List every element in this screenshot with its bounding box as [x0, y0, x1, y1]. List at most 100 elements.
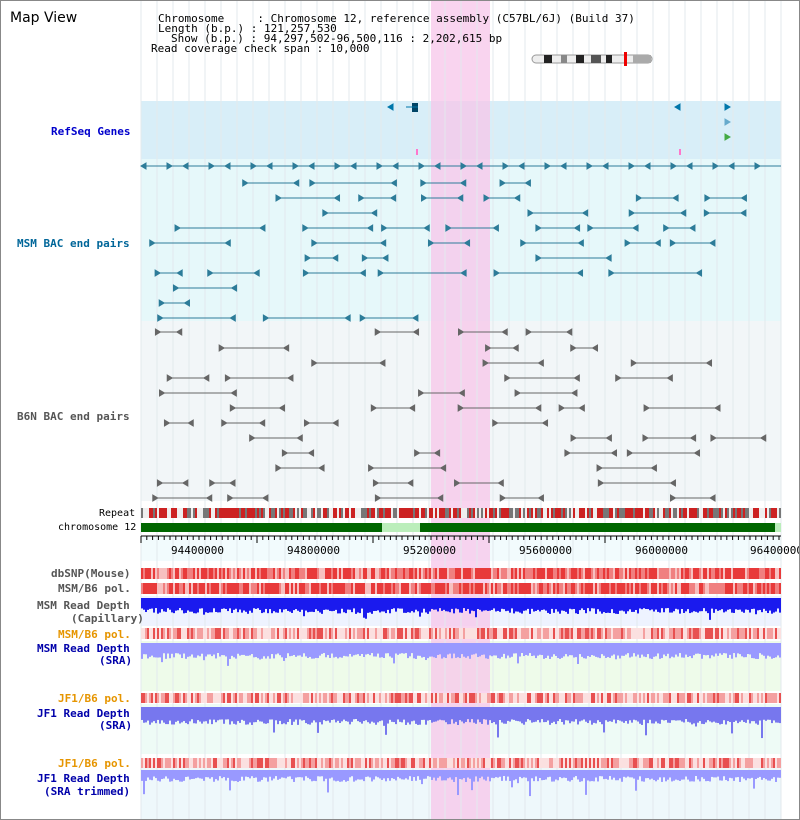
- track-label-jf1-b6-pol-2[interactable]: JF1/B6 pol.: [58, 757, 131, 770]
- bac-end-marker: [483, 194, 490, 202]
- bac-end-marker: [292, 162, 299, 170]
- bac-end-marker: [208, 162, 215, 170]
- bac-end-marker: [406, 479, 414, 487]
- bac-end-marker: [258, 419, 266, 427]
- bac-end-marker: [253, 269, 260, 277]
- bac-end-marker: [374, 494, 382, 502]
- bac-end-marker: [281, 449, 289, 457]
- bac-end-marker: [368, 464, 375, 472]
- bac-end-marker: [224, 239, 231, 247]
- bac-end-marker: [152, 494, 159, 502]
- coverage-span-info: Read coverage check span : 10,000: [151, 42, 370, 55]
- bac-end-marker: [669, 239, 677, 247]
- track-label-msm-depth-capillary[interactable]: MSM Read Depth: [37, 599, 130, 612]
- bac-end-marker: [227, 494, 234, 502]
- bac-end-marker: [492, 224, 499, 232]
- axis-tick-label: 96400000: [750, 544, 800, 557]
- track-label-msm-b6-pol-2[interactable]: MSM/B6 pol.: [58, 628, 131, 641]
- bac-end-marker: [224, 374, 232, 382]
- bac-end-marker: [501, 328, 508, 336]
- bac-end-marker: [250, 162, 257, 170]
- bac-end-marker: [304, 254, 312, 262]
- track-label-jf1-depth-trimmed[interactable]: JF1 Read Depth: [37, 772, 130, 785]
- bac-end-marker: [311, 359, 318, 367]
- bac-end-marker: [499, 494, 507, 502]
- track-label-b6n-bac[interactable]: B6N BAC end pairs: [17, 410, 130, 423]
- bac-end-marker: [632, 224, 639, 232]
- gene-mark: [416, 149, 418, 155]
- bac-end-marker: [166, 374, 174, 382]
- bac-end-marker: [669, 479, 676, 487]
- bac-end-marker: [230, 284, 238, 292]
- bac-end-marker: [502, 162, 509, 170]
- bac-end-marker: [379, 239, 387, 247]
- bac-end-marker: [172, 284, 180, 292]
- bac-end-marker: [423, 224, 430, 232]
- track-label-dbsnp[interactable]: dbSNP(Mouse): [51, 567, 131, 580]
- bac-end-marker: [458, 389, 465, 397]
- track-label-capillary-sub: (Capillary): [71, 612, 144, 625]
- bac-end-marker: [392, 162, 399, 170]
- bac-end-marker: [710, 434, 717, 442]
- bac-end-marker: [378, 359, 386, 367]
- chromosome-gap: [775, 523, 781, 532]
- bac-end-marker: [421, 194, 428, 202]
- bac-end-marker: [322, 209, 329, 217]
- bac-end-marker: [534, 404, 542, 412]
- track-label-msm-bac[interactable]: MSM BAC end pairs: [17, 237, 130, 250]
- bac-end-marker: [275, 464, 282, 472]
- bac-end-marker: [602, 162, 609, 170]
- bac-end-marker: [499, 179, 507, 187]
- ideogram-position-marker: [624, 52, 627, 66]
- bac-end-marker: [258, 224, 266, 232]
- bac-end-marker: [377, 269, 385, 277]
- bac-end-marker: [674, 103, 681, 111]
- bac-end-marker: [302, 269, 310, 277]
- track-label-jf1-depth-sra[interactable]: JF1 Read Depth: [37, 707, 130, 720]
- track-label-msm-b6-pol-1[interactable]: MSM/B6 pol.: [58, 582, 131, 595]
- bac-end-marker: [262, 314, 270, 322]
- bac-end-marker: [418, 162, 425, 170]
- bac-end-marker: [663, 224, 670, 232]
- bac-end-marker: [520, 239, 527, 247]
- bac-end-marker: [689, 434, 697, 442]
- bac-end-marker: [513, 194, 521, 202]
- bac-end-marker: [249, 434, 256, 442]
- track-label-jf1-b6-pol-1[interactable]: JF1/B6 pol.: [58, 692, 131, 705]
- bac-end-marker: [610, 449, 618, 457]
- bac-end-marker: [174, 224, 182, 232]
- bac-end-marker: [586, 162, 593, 170]
- bac-end-marker: [230, 389, 237, 397]
- bac-end-marker: [679, 209, 687, 217]
- bac-end-marker: [578, 404, 585, 412]
- bac-end-marker: [158, 389, 166, 397]
- track-label-refseq[interactable]: RefSeq Genes: [51, 125, 131, 138]
- bac-end-marker: [705, 359, 713, 367]
- bac-end-marker: [576, 269, 584, 277]
- bac-end-marker: [361, 254, 369, 262]
- bac-end-marker: [311, 239, 318, 247]
- bac-end-marker: [414, 449, 421, 457]
- bac-end-marker: [318, 464, 325, 472]
- page-title: Map View: [10, 10, 78, 26]
- bac-end-marker: [535, 224, 542, 232]
- bac-end-marker: [463, 239, 471, 247]
- bac-end-marker: [739, 209, 747, 217]
- bac-end-marker: [224, 162, 231, 170]
- bac-end-marker: [492, 419, 499, 427]
- bac-end-marker: [688, 224, 696, 232]
- bac-end-marker: [229, 314, 236, 322]
- bac-end-marker: [229, 479, 236, 487]
- bac-end-marker: [229, 404, 237, 412]
- bac-end-marker: [650, 464, 657, 472]
- track-label-msm-depth-sra[interactable]: MSM Read Depth: [37, 642, 130, 655]
- bac-end-marker: [359, 314, 367, 322]
- bac-end-marker: [439, 464, 447, 472]
- bac-end-marker: [358, 194, 365, 202]
- bac-end-marker: [445, 224, 452, 232]
- bac-end-marker: [666, 374, 673, 382]
- bac-end-marker: [370, 209, 378, 217]
- bac-end-marker: [615, 374, 622, 382]
